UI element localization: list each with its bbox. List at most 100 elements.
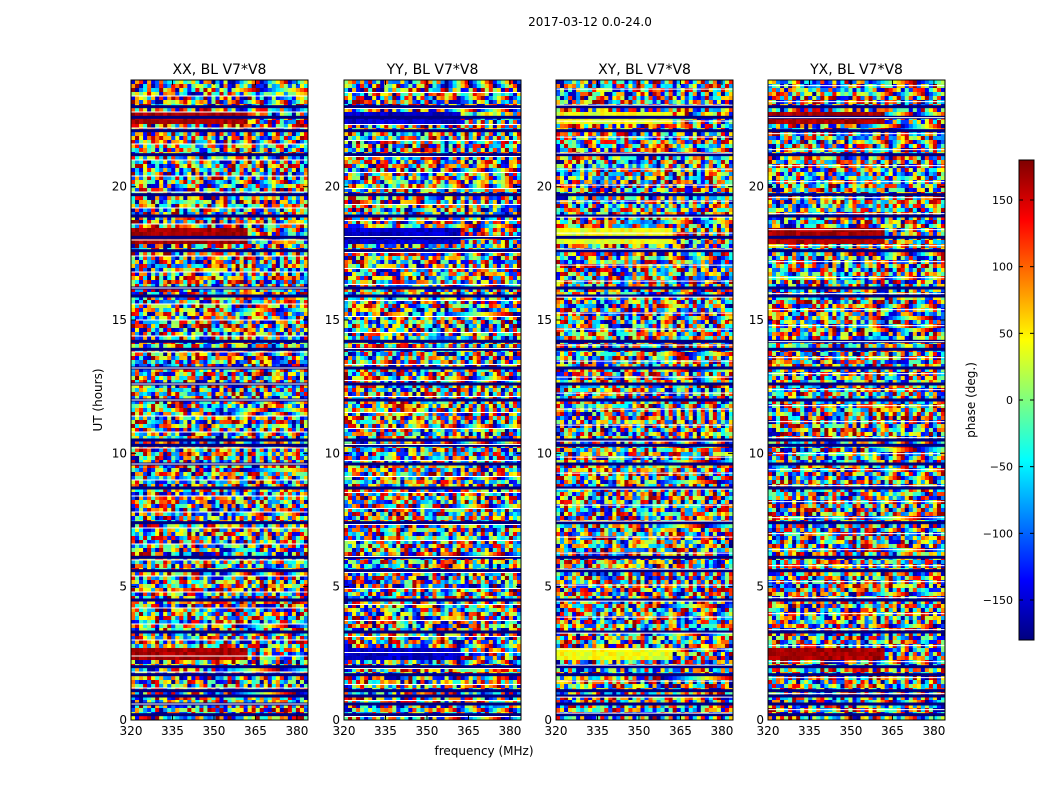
waterfall-cell	[283, 108, 289, 113]
waterfall-cell	[131, 252, 136, 257]
waterfall-cell	[175, 160, 180, 165]
waterfall-cell	[215, 388, 220, 393]
waterfall-cell	[211, 468, 216, 473]
waterfall-cell	[211, 84, 216, 89]
waterfall-cell	[279, 480, 285, 485]
waterfall-cell	[191, 120, 196, 125]
waterfall-cell	[191, 112, 196, 117]
waterfall-cell	[299, 184, 305, 189]
waterfall-cell	[267, 372, 273, 377]
waterfall-cell	[243, 108, 248, 113]
waterfall-cell	[179, 120, 184, 125]
waterfall-cell	[135, 164, 140, 169]
waterfall-cell	[135, 144, 140, 149]
waterfall-cell	[187, 84, 192, 89]
waterfall-cell	[251, 328, 256, 333]
waterfall-cell	[239, 432, 244, 437]
waterfall-cell	[167, 352, 172, 357]
waterfall-cell	[139, 384, 144, 389]
waterfall-cell	[163, 304, 168, 309]
waterfall-cell	[235, 320, 240, 325]
waterfall-cell	[287, 320, 293, 325]
waterfall-cell	[187, 276, 192, 281]
waterfall-cell	[211, 212, 216, 217]
waterfall-cell	[239, 108, 244, 113]
waterfall-cell	[147, 392, 152, 397]
waterfall-cell	[199, 512, 204, 517]
waterfall-cell	[263, 172, 269, 177]
waterfall-cell	[287, 364, 293, 369]
waterfall-cell	[191, 256, 196, 261]
waterfall-cell	[171, 84, 176, 89]
waterfall-cell	[227, 240, 232, 245]
waterfall-cell	[159, 364, 164, 369]
waterfall-cell	[207, 204, 212, 209]
waterfall-cell	[179, 216, 184, 221]
waterfall-cell	[175, 448, 180, 453]
waterfall-cell	[191, 400, 196, 405]
waterfall-cell	[211, 188, 216, 193]
waterfall-cell	[179, 272, 184, 277]
waterfall-cell	[251, 480, 256, 485]
waterfall-cell	[175, 400, 180, 405]
waterfall-cell	[251, 468, 256, 473]
waterfall-cell	[223, 516, 228, 521]
waterfall-cell	[275, 412, 281, 417]
waterfall-cell	[163, 232, 168, 237]
waterfall-cell	[171, 308, 176, 313]
waterfall-cell	[259, 92, 265, 97]
waterfall-cell	[291, 264, 297, 269]
waterfall-cell	[291, 452, 297, 457]
waterfall-cell	[299, 516, 305, 521]
waterfall-cell	[191, 388, 196, 393]
waterfall-cell	[199, 428, 204, 433]
waterfall-cell	[159, 156, 164, 161]
waterfall-cell	[199, 528, 204, 533]
waterfall-cell	[135, 100, 140, 105]
waterfall-cell	[219, 424, 224, 429]
waterfall-cell	[215, 108, 220, 113]
waterfall-cell	[147, 320, 152, 325]
waterfall-cell	[279, 504, 285, 509]
waterfall-cell	[203, 212, 208, 217]
waterfall-cell	[275, 332, 281, 337]
waterfall-cell	[275, 280, 281, 285]
waterfall-cell	[227, 388, 232, 393]
waterfall-cell	[183, 156, 188, 161]
waterfall-cell	[179, 220, 184, 225]
waterfall-cell	[279, 144, 285, 149]
waterfall-cell	[207, 276, 212, 281]
waterfall-cell	[259, 112, 265, 117]
waterfall-cell	[291, 432, 297, 437]
waterfall-cell	[187, 284, 192, 289]
waterfall-cell	[151, 148, 156, 153]
waterfall-cell	[227, 360, 232, 365]
waterfall-cell	[299, 292, 305, 297]
waterfall-cell	[291, 504, 297, 509]
waterfall-cell	[303, 112, 309, 117]
waterfall-cell	[191, 316, 196, 321]
waterfall-cell	[183, 516, 188, 521]
waterfall-cell	[187, 200, 192, 205]
waterfall-cell	[179, 436, 184, 441]
waterfall-cell	[131, 360, 136, 365]
waterfall-cell	[171, 436, 176, 441]
waterfall-cell	[251, 84, 256, 89]
waterfall-cell	[219, 452, 224, 457]
waterfall-cell	[135, 240, 140, 245]
waterfall-cell	[147, 124, 152, 129]
waterfall-cell	[155, 400, 160, 405]
waterfall-cell	[227, 396, 232, 401]
waterfall-cell	[283, 144, 289, 149]
waterfall-cell	[259, 216, 265, 221]
waterfall-cell	[183, 276, 188, 281]
waterfall-cell	[235, 172, 240, 177]
waterfall-cell	[275, 156, 281, 161]
waterfall-cell	[139, 88, 144, 93]
waterfall-cell	[131, 440, 136, 445]
waterfall-cell	[211, 396, 216, 401]
waterfall-cell	[219, 300, 224, 305]
waterfall-cell	[271, 132, 277, 137]
waterfall-cell	[271, 260, 277, 265]
waterfall-cell	[219, 220, 224, 225]
